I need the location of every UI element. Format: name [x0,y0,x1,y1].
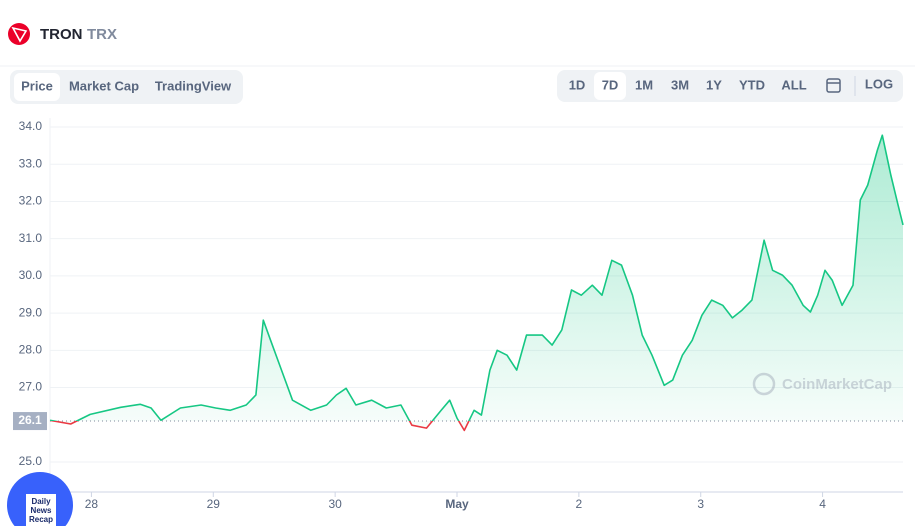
y-tick-label: 33.0 [19,156,43,170]
y-tick-label: 32.0 [19,194,43,208]
x-tick-label: 28 [85,497,99,511]
price-line [49,134,904,432]
area [50,135,903,431]
coin-symbol: TRX [87,26,117,43]
x-tick-label: May [445,497,469,511]
range-group [557,70,903,102]
plot: 25.0 27.0 28.0 29.0 30.0 31.0 32.0 33.0 34.0 28 29… [13,118,904,511]
active-range [594,72,626,100]
reference-label: 26.1 [18,413,42,427]
y-tick-label: 30.0 [19,268,43,282]
coin-name: TRON [40,26,83,43]
x-tick-label: 30 [328,497,342,511]
tab-group [10,70,243,104]
calendar-icon[interactable] [826,78,841,93]
range-button[interactable]: ALL [781,77,806,92]
x-tick-label: 3 [697,497,704,511]
y-tick-label: 27.0 [19,380,43,394]
logo-mark [11,26,28,43]
y-tick-label: 25.0 [19,454,43,468]
header [0,0,915,66]
range-button[interactable]: 1M [635,77,653,92]
y-tick-label: 28.0 [19,343,43,357]
log-button[interactable]: LOG [865,76,893,91]
x-tick-label: 29 [207,497,221,511]
range-button[interactable]: 1Y [706,77,722,92]
badge-text: News [31,506,52,515]
news-badge[interactable]: Daily News Recap [7,472,73,531]
tab[interactable]: Market Cap [69,78,139,93]
tab[interactable]: TradingView [155,78,232,93]
badge-text: Recap [29,515,53,524]
x-tick-label: 2 [576,497,583,511]
range-button[interactable]: 3M [671,77,689,92]
reference-badge [13,412,47,431]
y-tick-label: 29.0 [19,305,43,319]
y-tick-label: 34.0 [19,119,43,133]
range-button[interactable]: 1D [569,77,586,92]
watermark-text: CoinMarketCap [782,376,892,393]
active-tab [14,73,60,101]
range-button[interactable]: 7D [602,77,619,92]
watermark: CoinMarketCap [752,372,892,396]
badge-text: Daily [31,497,51,506]
range-button[interactable]: YTD [739,77,765,92]
tab[interactable]: Price [21,78,53,93]
logo [8,23,30,45]
y-tick-label: 31.0 [19,231,43,245]
x-tick-label: 4 [819,497,826,511]
